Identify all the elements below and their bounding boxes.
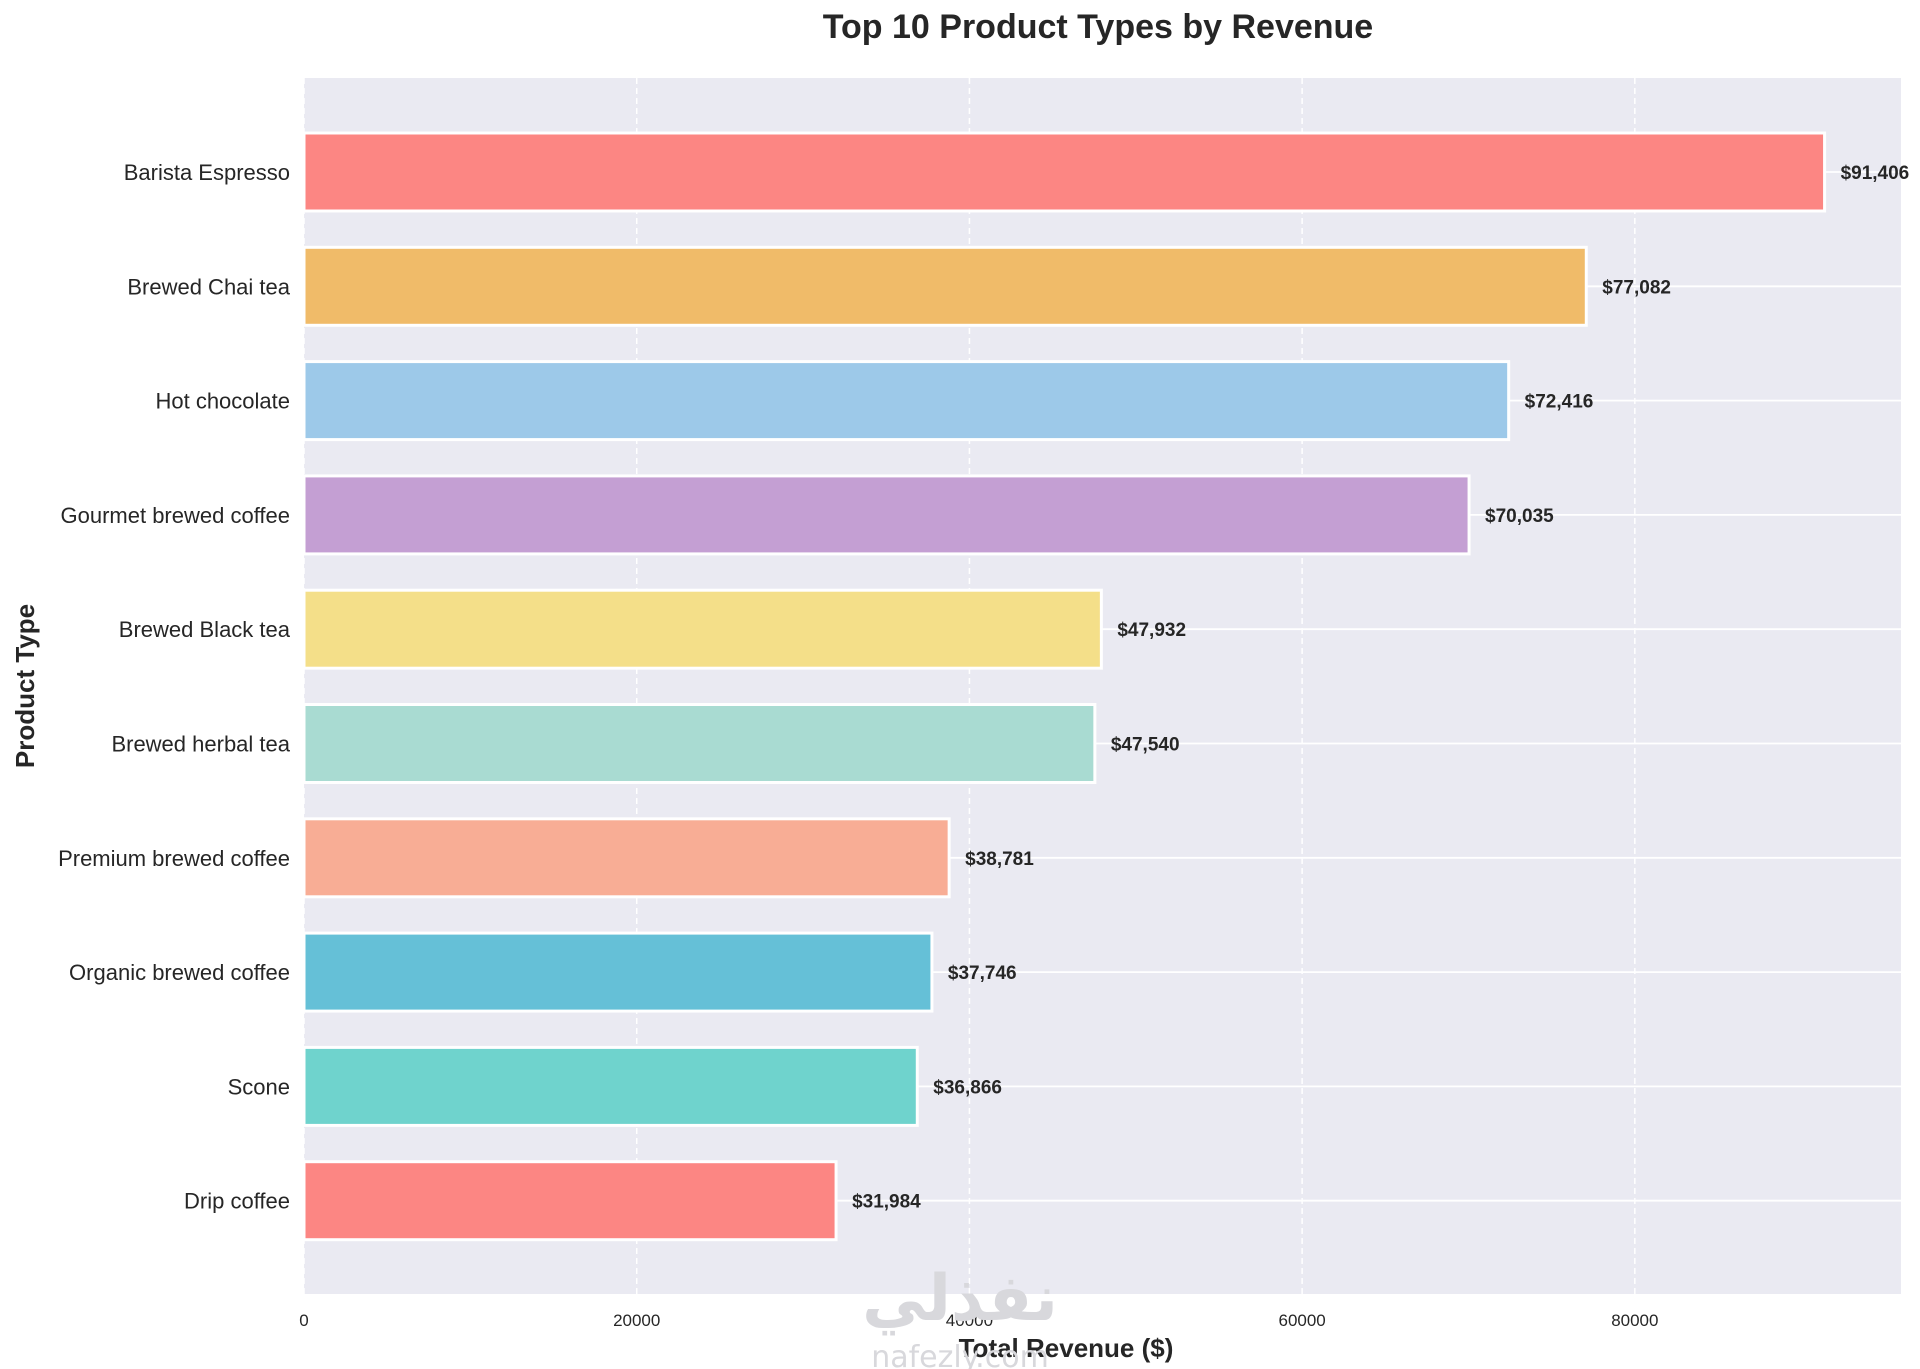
bars	[302, 131, 1827, 1242]
bar	[302, 474, 1471, 556]
bar-value-label: $70,035	[1485, 506, 1554, 527]
y-tick-label: Gourmet brewed coffee	[61, 503, 291, 528]
y-axis-label: Product Type	[10, 604, 40, 768]
bar	[302, 1160, 838, 1242]
watermark-logo-arabic: نفذلي	[862, 1262, 1058, 1336]
x-tick-labels: 0 20000 40000 60000 80000	[299, 1311, 1658, 1330]
bar-value-label: $31,984	[852, 1192, 921, 1213]
bar	[302, 360, 1511, 442]
bar	[302, 1045, 919, 1127]
x-tick-label: 40000	[946, 1311, 993, 1330]
y-tick-label: Brewed herbal tea	[111, 732, 290, 757]
bar-value-label: $77,082	[1602, 277, 1671, 298]
y-tick-label: Scone	[228, 1074, 290, 1099]
y-tick-label: Organic brewed coffee	[69, 960, 290, 985]
x-tick-label: 60000	[1278, 1311, 1325, 1330]
x-axis-label: Total Revenue ($)	[959, 1333, 1174, 1363]
bar-value-label: $47,932	[1117, 620, 1186, 641]
y-tick-label: Brewed Black tea	[119, 617, 291, 642]
bar-value-label: $37,746	[948, 963, 1017, 984]
data-labels: $91,406 $77,082 $72,416 $70,035 $47,932 $47,5…	[852, 163, 1909, 1213]
bar-value-label: $47,540	[1111, 735, 1180, 756]
y-tick-label: Barista Espresso	[124, 160, 290, 185]
y-tick-label: Drip coffee	[184, 1189, 290, 1214]
x-tick-label: 0	[299, 1311, 308, 1330]
x-tick-label: 80000	[1611, 1311, 1658, 1330]
bar	[302, 131, 1827, 213]
bar-value-label: $38,781	[965, 849, 1034, 870]
bar	[302, 931, 934, 1013]
bar	[302, 817, 951, 899]
bar-value-label: $91,406	[1841, 163, 1910, 184]
bar	[302, 703, 1097, 784]
y-tick-label: Hot chocolate	[155, 389, 290, 414]
watermark-logo-latin: nafezly.com	[871, 1340, 1049, 1369]
y-tick-label: Brewed Chai tea	[127, 274, 290, 299]
chart-title: Top 10 Product Types by Revenue	[823, 8, 1373, 46]
y-tick-label: Premium brewed coffee	[58, 846, 290, 871]
bar-value-label: $36,866	[933, 1077, 1002, 1098]
y-tick-labels: Barista Espresso Brewed Chai tea Hot choco…	[58, 160, 291, 1214]
bar-value-label: $72,416	[1525, 392, 1594, 413]
bar	[302, 245, 1588, 327]
bar	[302, 588, 1103, 670]
x-tick-label: 20000	[613, 1311, 660, 1330]
